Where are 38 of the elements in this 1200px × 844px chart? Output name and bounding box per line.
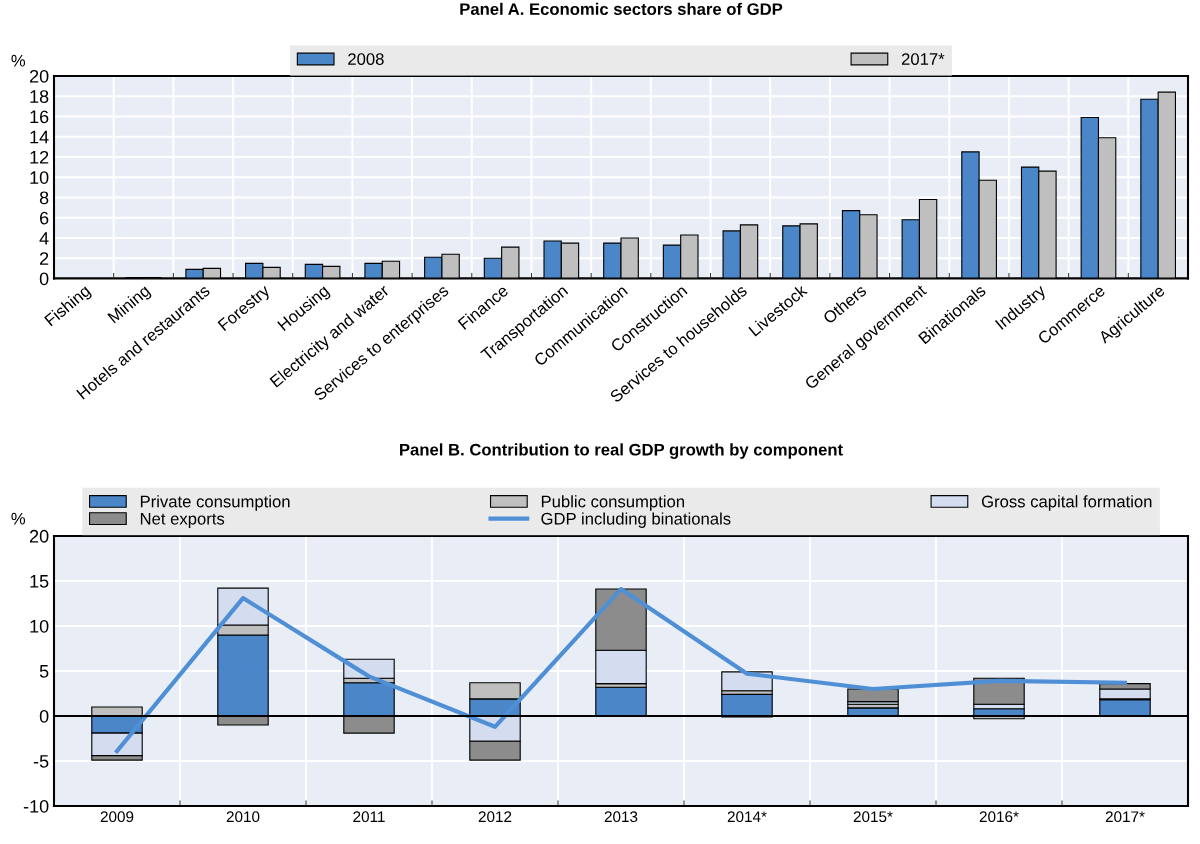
- legend-label: 2017*: [901, 53, 945, 65]
- y-tick-label: 14: [30, 130, 49, 144]
- y-tick-label: 12: [30, 150, 49, 164]
- y-tick-label: 0: [39, 709, 49, 723]
- x-tick-label: 2014*: [727, 811, 767, 823]
- x-tick-label: 2011: [353, 811, 385, 823]
- y-tick-label: 18: [30, 90, 49, 103]
- y-axis-title: %: [11, 512, 26, 525]
- y-tick-label: 5: [39, 665, 49, 678]
- y-tick-label: 0: [39, 272, 49, 286]
- y-tick-label: 20: [29, 69, 49, 83]
- y-tick-label: 2: [40, 252, 49, 265]
- x-tick-label: 2015*: [853, 811, 893, 823]
- legend-label: Gross capital formation: [981, 495, 1152, 511]
- y-tick-label: -10: [23, 799, 49, 813]
- legend-label: Public consumption: [541, 495, 684, 511]
- legend-label: Private consumption: [140, 495, 290, 511]
- legend-label: 2008: [348, 53, 384, 65]
- y-tick-label: 4: [39, 232, 49, 245]
- y-tick-label: 20: [29, 529, 49, 543]
- y-tick-label: 6: [40, 211, 49, 225]
- legend-label: GDP including binationals: [541, 512, 731, 528]
- y-tick-label: -5: [33, 755, 49, 768]
- y-tick-label: 16: [30, 110, 49, 124]
- legend-label: Net exports: [140, 513, 225, 528]
- y-tick-label: 8: [39, 191, 49, 205]
- x-tick-label: 2017*: [1105, 811, 1145, 823]
- x-tick-label: 2016*: [979, 811, 1019, 823]
- chart-title: Panel A. Economic sectors share of GDP: [460, 2, 783, 16]
- x-tick-label: 2010: [226, 811, 260, 823]
- y-tick-label: 15: [30, 575, 49, 588]
- y-tick-label: 10: [30, 171, 49, 184]
- x-tick-label: 2009: [100, 811, 134, 823]
- chart-title: Panel B. Contribution to real GDP growth by component: [400, 443, 843, 459]
- y-axis-title: %: [11, 54, 26, 67]
- x-tick-label: 2012: [478, 811, 512, 823]
- y-tick-label: 10: [30, 619, 49, 633]
- x-tick-label: 2013: [604, 811, 638, 823]
